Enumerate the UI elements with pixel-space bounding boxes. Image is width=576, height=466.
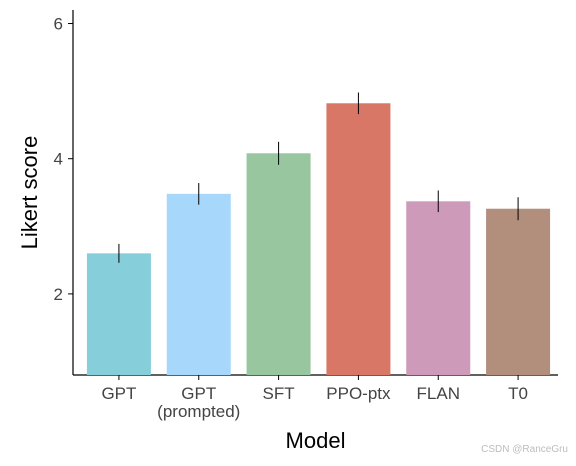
watermark: CSDN @RanceGru: [481, 444, 568, 455]
bar: [86, 253, 151, 375]
x-tick-label: T0: [508, 384, 528, 403]
x-tick-label: PPO-ptx: [326, 384, 391, 403]
x-tick-label: SFT: [263, 384, 295, 403]
y-tick-label: 4: [54, 150, 63, 169]
bar: [166, 193, 231, 375]
error-bars: [118, 92, 519, 263]
y-tick-label: 6: [54, 15, 63, 34]
x-axis-title: Model: [286, 428, 346, 453]
bar: [486, 208, 551, 375]
bar: [246, 153, 311, 375]
x-tick-label: GPT (prompted): [157, 384, 240, 421]
x-tick-label: GPT: [101, 384, 136, 403]
tick-labels: 2 4 6 GPT GPT (prompted) SFT PPO-ptx FLAN T0: [54, 15, 528, 421]
bar: [326, 103, 391, 376]
bar: [406, 201, 471, 375]
bars: [86, 103, 551, 376]
axes: [68, 10, 558, 380]
y-tick-label: 2: [54, 285, 63, 304]
x-tick-label: FLAN: [417, 384, 460, 403]
y-axis-title: Likert score: [17, 136, 42, 250]
